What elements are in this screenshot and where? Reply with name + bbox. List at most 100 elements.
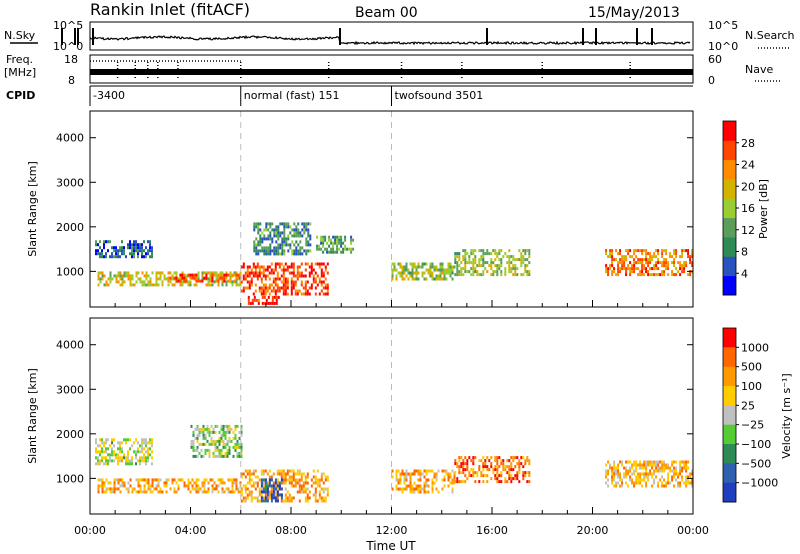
data-cell — [478, 459, 481, 463]
data-cell — [462, 468, 465, 472]
data-cell — [474, 261, 477, 265]
data-cell — [344, 247, 347, 251]
data-cell — [301, 252, 304, 256]
data-cell — [326, 487, 329, 491]
data-cell — [141, 243, 143, 247]
data-cell — [276, 286, 279, 290]
data-cell — [405, 475, 408, 479]
data-cell — [456, 270, 459, 274]
data-cell — [203, 271, 206, 275]
data-cell — [659, 466, 662, 470]
data-cell — [514, 270, 517, 274]
data-cell — [135, 274, 138, 278]
data-cell — [304, 280, 307, 284]
data-cell — [454, 462, 457, 466]
data-cell — [175, 490, 178, 494]
data-cell — [246, 487, 249, 491]
data-cell — [627, 252, 630, 256]
data-cell — [281, 252, 284, 256]
data-cell — [254, 265, 257, 269]
data-cell — [101, 277, 104, 281]
data-cell — [516, 456, 519, 460]
data-cell — [641, 267, 644, 271]
data-cell — [320, 247, 323, 251]
data-cell — [299, 249, 302, 253]
data-cell — [263, 228, 266, 232]
data-cell — [456, 477, 459, 481]
data-cell — [283, 237, 286, 241]
data-cell — [127, 459, 129, 463]
data-cell — [661, 460, 664, 464]
data-cell — [296, 469, 299, 473]
data-cell — [157, 484, 160, 488]
data-cell — [478, 249, 481, 253]
data-cell — [284, 277, 287, 281]
data-cell — [462, 480, 465, 484]
cpid-panel: CPID -3400 normal (fast) 151 twofsound 350… — [6, 85, 693, 106]
data-cell — [514, 474, 517, 478]
data-cell — [635, 478, 638, 482]
data-cell — [508, 471, 511, 475]
data-cell — [645, 255, 648, 259]
data-cell — [290, 475, 293, 479]
data-cell — [196, 424, 199, 428]
data-cell — [476, 273, 479, 277]
data-cell — [653, 267, 656, 271]
data-cell — [314, 481, 317, 485]
data-cell — [403, 472, 406, 476]
data-cell — [318, 292, 321, 296]
data-cell — [397, 262, 400, 266]
data-cell — [304, 289, 307, 293]
data-cell — [244, 499, 247, 503]
data-cell — [227, 487, 230, 491]
data-cell — [224, 445, 227, 449]
data-cell — [141, 441, 143, 445]
data-cell — [411, 490, 414, 494]
data-cell — [183, 273, 186, 277]
data-cell — [115, 280, 118, 284]
data-cell — [504, 480, 507, 484]
data-cell — [225, 276, 228, 280]
data-cell — [127, 277, 130, 281]
data-cell — [508, 468, 511, 472]
data-cell — [350, 250, 353, 254]
data-cell — [252, 271, 255, 275]
data-cell — [665, 264, 668, 268]
data-cell — [271, 301, 274, 305]
data-cell — [653, 255, 656, 259]
data-cell — [425, 481, 428, 485]
data-cell — [219, 481, 222, 485]
data-cell — [520, 261, 523, 265]
data-cell — [204, 442, 207, 446]
data-cell — [322, 481, 325, 485]
data-cell — [220, 427, 223, 431]
data-cell — [675, 249, 678, 253]
data-cell — [425, 262, 428, 266]
data-cell — [633, 463, 636, 467]
data-cell — [308, 271, 311, 275]
data-cell — [151, 441, 153, 445]
data-cell — [149, 246, 151, 250]
data-cell — [685, 463, 688, 467]
data-cell — [613, 484, 616, 488]
data-cell — [282, 268, 285, 272]
data-cell — [691, 264, 694, 268]
data-cell — [512, 273, 515, 277]
data-cell — [274, 478, 277, 482]
colorbar-segment — [723, 198, 736, 219]
data-cell — [275, 252, 278, 256]
data-cell — [425, 478, 428, 482]
data-cell — [268, 493, 271, 497]
data-cell — [201, 271, 204, 275]
data-cell — [190, 439, 193, 443]
data-cell — [260, 472, 263, 476]
data-cell — [304, 475, 307, 479]
data-cell — [508, 258, 511, 262]
data-cell — [472, 462, 475, 466]
data-cell — [427, 271, 430, 275]
data-cell — [435, 274, 438, 278]
data-cell — [405, 262, 408, 266]
data-cell — [494, 474, 497, 478]
data-cell — [95, 456, 97, 460]
data-cell — [627, 267, 630, 271]
